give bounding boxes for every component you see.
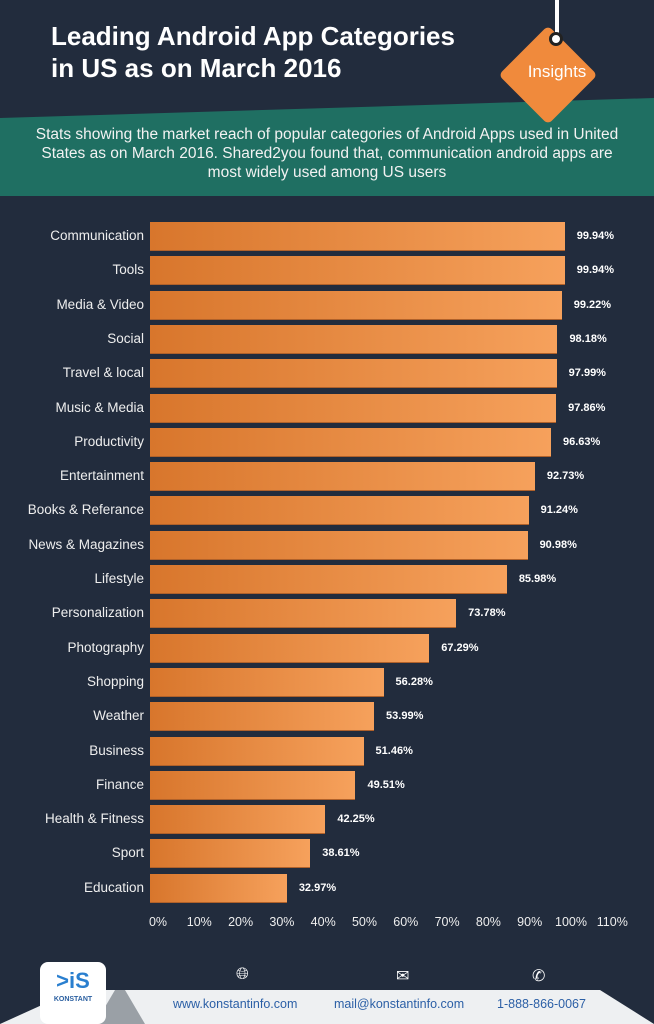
bar xyxy=(150,393,557,422)
bar xyxy=(150,702,375,731)
phone-link[interactable]: 1-888-866-0067 xyxy=(497,997,586,1011)
value-label: 91.24% xyxy=(540,504,578,517)
value-label: 97.99% xyxy=(568,367,606,380)
bar xyxy=(150,290,562,319)
x-tick-label: 50% xyxy=(351,915,378,929)
category-label: Education xyxy=(83,879,144,895)
value-label: 85.98% xyxy=(518,573,557,585)
value-label: 51.46% xyxy=(375,744,413,757)
bar xyxy=(150,222,565,250)
bar xyxy=(150,427,551,456)
bar xyxy=(150,530,528,559)
x-tick-label: 100% xyxy=(555,915,587,929)
category-label: Books & Referance xyxy=(27,502,144,518)
logo-text: KONSTANT xyxy=(53,996,93,1003)
x-tick-label: 40% xyxy=(310,915,336,929)
bar xyxy=(150,633,430,662)
subtitle: Stats showing the market reach of popula… xyxy=(35,126,619,181)
konstant-logo[interactable]: >iS KONSTANT xyxy=(40,962,106,1024)
logo-mark: >iS xyxy=(56,968,90,993)
value-label: 42.25% xyxy=(337,813,375,826)
logo-shadow xyxy=(95,990,145,1024)
x-tick-label: 30% xyxy=(269,915,295,929)
category-label: Travel & local xyxy=(62,365,144,381)
category-label: Lifestyle xyxy=(94,571,144,586)
website-link[interactable]: www.konstantinfo.com xyxy=(173,997,298,1011)
bar xyxy=(150,839,311,868)
page-title: Leading Android App Categories in US as … xyxy=(51,20,511,84)
x-tick-label: 60% xyxy=(393,915,419,929)
x-tick-label: 70% xyxy=(434,915,460,929)
value-label: 49.51% xyxy=(367,778,405,791)
bar xyxy=(150,805,326,834)
x-tick-label: 10% xyxy=(186,915,212,929)
category-label: Media & Video xyxy=(56,296,144,312)
x-tick-label: 90% xyxy=(517,915,543,929)
value-label: 99.22% xyxy=(573,298,612,311)
category-label: News & Magazines xyxy=(28,536,144,552)
category-label: Weather xyxy=(93,708,144,724)
bar xyxy=(150,496,529,525)
bar xyxy=(150,770,356,799)
email-link[interactable]: mail@konstantinfo.com xyxy=(334,997,465,1011)
value-label: 99.94% xyxy=(576,264,615,277)
bar xyxy=(150,256,565,285)
envelope-icon: ✉︎ xyxy=(396,968,410,985)
value-label: 73.78% xyxy=(468,607,506,620)
x-tick-label: 110% xyxy=(596,915,628,929)
value-label: 67.29% xyxy=(441,641,479,654)
category-label: Shopping xyxy=(86,673,144,689)
title-line-1: Leading Android App Categories xyxy=(51,21,455,51)
value-label: 97.86% xyxy=(568,401,606,414)
value-label: 90.98% xyxy=(539,538,577,551)
insights-badge-label: Insights xyxy=(527,62,587,81)
bar xyxy=(150,462,535,491)
badge-hole xyxy=(549,32,563,46)
title-line-2: in US as on March 2016 xyxy=(51,53,342,83)
bar xyxy=(150,736,364,765)
value-label: 92.73% xyxy=(546,470,585,483)
bar xyxy=(150,359,557,388)
value-label: 38.61% xyxy=(322,847,360,860)
bar xyxy=(150,599,457,628)
subtitle-band xyxy=(0,98,654,196)
footer-band xyxy=(0,990,654,1024)
value-label: 96.63% xyxy=(563,435,601,448)
category-label: Health & Fitness xyxy=(44,811,144,827)
category-label: Communication xyxy=(50,228,144,243)
globe-icon: 🌐︎ xyxy=(236,966,249,983)
category-label: Sport xyxy=(111,845,144,861)
value-label: 98.18% xyxy=(569,332,607,345)
category-label: Finance xyxy=(95,776,144,792)
bar xyxy=(150,324,558,353)
value-label: 99.94% xyxy=(576,230,615,242)
value-label: 32.97% xyxy=(298,881,337,894)
category-label: Productivity xyxy=(74,433,144,449)
bar xyxy=(150,565,507,593)
category-label: Photography xyxy=(67,639,144,655)
badge-string xyxy=(555,0,559,36)
category-label: Music & Media xyxy=(55,399,144,415)
value-label: 56.28% xyxy=(395,675,433,688)
category-label: Personalization xyxy=(51,605,144,621)
category-label: Tools xyxy=(112,262,144,278)
x-tick-label: 80% xyxy=(475,915,501,929)
category-label: Social xyxy=(107,330,144,346)
x-tick-label: 0% xyxy=(148,915,168,929)
phone-icon: ✆ xyxy=(532,968,546,985)
bar xyxy=(150,667,384,696)
category-label: Business xyxy=(89,742,144,758)
category-label: Entertainment xyxy=(59,468,144,484)
bar xyxy=(150,873,287,902)
value-label: 53.99% xyxy=(386,710,424,723)
x-tick-label: 20% xyxy=(228,915,254,929)
